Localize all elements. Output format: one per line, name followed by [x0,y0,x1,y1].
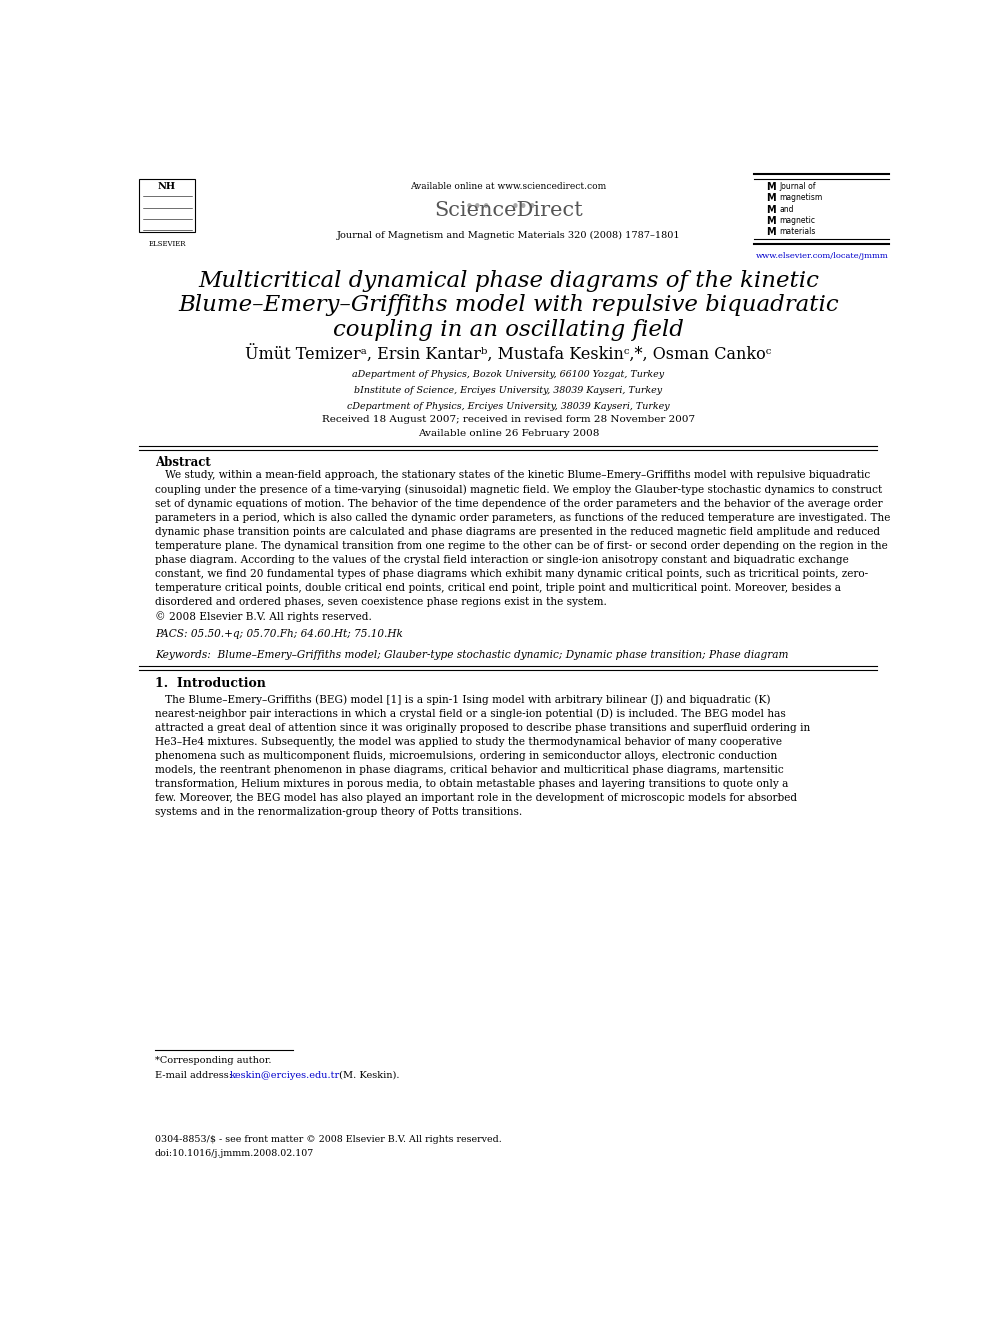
Text: ScienceDirect: ScienceDirect [434,201,582,220]
Text: ELSEVIER: ELSEVIER [148,241,186,249]
Text: Available online at www.sciencedirect.com: Available online at www.sciencedirect.co… [411,183,606,192]
Text: M: M [766,228,776,237]
Text: Journal of: Journal of [779,183,815,192]
Text: bInstitute of Science, Erciyes University, 38039 Kayseri, Turkey: bInstitute of Science, Erciyes Universit… [354,386,663,396]
Text: M: M [766,193,776,204]
Text: transformation, Helium mixtures in porous media, to obtain metastable phases and: transformation, Helium mixtures in porou… [155,779,788,789]
Text: temperature plane. The dynamical transition from one regime to the other can be : temperature plane. The dynamical transit… [155,541,888,550]
Text: Blume–Emery–Griffiths model with repulsive biquadratic: Blume–Emery–Griffiths model with repulsi… [179,294,838,316]
Text: disordered and ordered phases, seven coexistence phase regions exist in the syst: disordered and ordered phases, seven coe… [155,597,607,607]
Text: aDepartment of Physics, Bozok University, 66100 Yozgat, Turkey: aDepartment of Physics, Bozok University… [352,369,665,378]
Text: temperature critical points, double critical end points, critical end point, tri: temperature critical points, double crit… [155,583,841,593]
Text: phenomena such as multicomponent fluids, microemulsions, ordering in semiconduct: phenomena such as multicomponent fluids,… [155,751,777,761]
Text: and: and [779,205,794,213]
Text: constant, we find 20 fundamental types of phase diagrams which exhibit many dyna: constant, we find 20 fundamental types o… [155,569,868,579]
Text: *Corresponding author.: *Corresponding author. [155,1056,271,1065]
Text: (M. Keskin).: (M. Keskin). [336,1070,400,1080]
Text: 1.  Introduction: 1. Introduction [155,677,266,691]
Text: dynamic phase transition points are calculated and phase diagrams are presented : dynamic phase transition points are calc… [155,527,880,537]
Text: magnetic: magnetic [779,216,815,225]
Text: E-mail address:: E-mail address: [155,1070,235,1080]
Text: M: M [766,183,776,192]
Text: Available online 26 February 2008: Available online 26 February 2008 [418,429,599,438]
Text: Multicritical dynamical phase diagrams of the kinetic: Multicritical dynamical phase diagrams o… [198,270,818,292]
Text: Keywords:  Blume–Emery–Griffiths model; Glauber-type stochastic dynamic; Dynamic: Keywords: Blume–Emery–Griffiths model; G… [155,650,789,660]
Text: magnetism: magnetism [779,193,822,202]
Text: •••: ••• [464,200,491,214]
Text: www.elsevier.com/locate/jmmm: www.elsevier.com/locate/jmmm [756,253,889,261]
Text: parameters in a period, which is also called the dynamic order parameters, as fu: parameters in a period, which is also ca… [155,512,890,523]
Text: keskin@erciyes.edu.tr: keskin@erciyes.edu.tr [230,1070,340,1080]
Text: materials: materials [779,228,815,235]
Text: 0304-8853/$ - see front matter © 2008 Elsevier B.V. All rights reserved.: 0304-8853/$ - see front matter © 2008 El… [155,1135,502,1143]
Text: cDepartment of Physics, Erciyes University, 38039 Kayseri, Turkey: cDepartment of Physics, Erciyes Universi… [347,402,670,411]
Text: Abstract: Abstract [155,456,210,470]
Text: PACS: 05.50.+q; 05.70.Fh; 64.60.Ht; 75.10.Hk: PACS: 05.50.+q; 05.70.Fh; 64.60.Ht; 75.1… [155,630,403,639]
Text: M: M [766,216,776,226]
Text: doi:10.1016/j.jmmm.2008.02.107: doi:10.1016/j.jmmm.2008.02.107 [155,1148,314,1158]
Text: phase diagram. According to the values of the crystal field interaction or singl: phase diagram. According to the values o… [155,554,848,565]
Text: few. Moreover, the BEG model has also played an important role in the developmen: few. Moreover, the BEG model has also pl… [155,792,797,803]
Text: NH: NH [158,183,177,192]
Text: He3–He4 mixtures. Subsequently, the model was applied to study the thermodynamic: He3–He4 mixtures. Subsequently, the mode… [155,737,782,746]
Bar [139,179,194,232]
Text: •••: ••• [511,200,537,214]
Text: Ümüt Temizerᵃ, Ersin Kantarᵇ, Mustafa Keskinᶜ,*, Osman Cankoᶜ: Ümüt Temizerᵃ, Ersin Kantarᵇ, Mustafa Ke… [245,347,772,364]
Text: nearest-neighbor pair interactions in which a crystal field or a single-ion pote: nearest-neighbor pair interactions in wh… [155,709,786,720]
Text: coupling in an oscillating field: coupling in an oscillating field [333,319,683,341]
Text: systems and in the renormalization-group theory of Potts transitions.: systems and in the renormalization-group… [155,807,522,818]
Text: attracted a great deal of attention since it was originally proposed to describe: attracted a great deal of attention sinc… [155,722,810,733]
Text: models, the reentrant phenomenon in phase diagrams, critical behavior and multic: models, the reentrant phenomenon in phas… [155,765,784,775]
Text: We study, within a mean-field approach, the stationary states of the kinetic Blu: We study, within a mean-field approach, … [155,471,870,480]
Text: © 2008 Elsevier B.V. All rights reserved.: © 2008 Elsevier B.V. All rights reserved… [155,611,372,622]
Text: The Blume–Emery–Griffiths (BEG) model [1] is a spin-1 Ising model with arbitrary: The Blume–Emery–Griffiths (BEG) model [1… [155,695,770,705]
Text: set of dynamic equations of motion. The behavior of the time dependence of the o: set of dynamic equations of motion. The … [155,499,882,508]
Text: Journal of Magnetism and Magnetic Materials 320 (2008) 1787–1801: Journal of Magnetism and Magnetic Materi… [336,232,681,241]
Text: coupling under the presence of a time-varying (sinusoidal) magnetic field. We em: coupling under the presence of a time-va… [155,484,882,495]
Text: M: M [766,205,776,214]
Text: Received 18 August 2007; received in revised form 28 November 2007: Received 18 August 2007; received in rev… [321,415,695,425]
